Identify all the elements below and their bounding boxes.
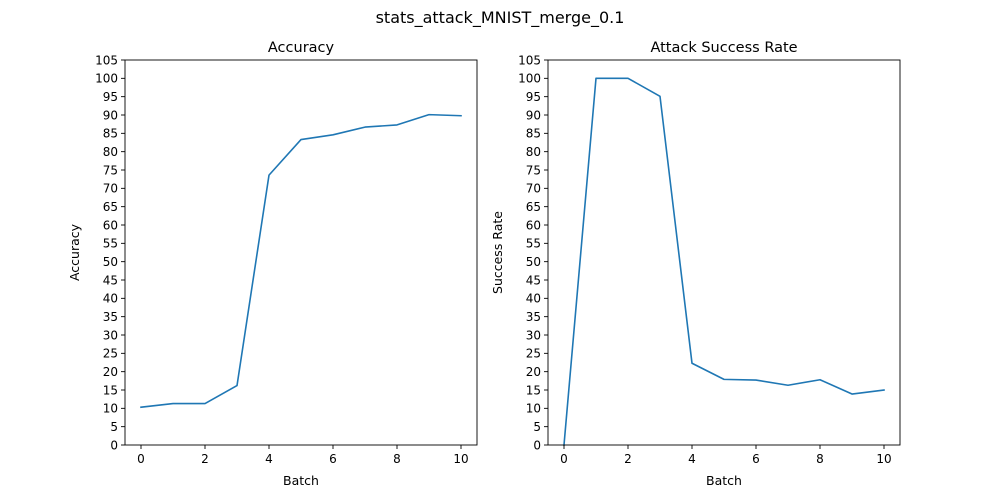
y-tick-label: 35 <box>103 310 118 324</box>
y-tick-label: 85 <box>103 127 118 141</box>
y-tick-label: 75 <box>103 163 118 177</box>
x-axis-label: Batch <box>283 473 319 488</box>
series-line-0 <box>140 113 462 409</box>
y-tick-label: 60 <box>526 218 541 232</box>
y-tick-label: 65 <box>103 200 118 214</box>
y-tick-label: 30 <box>526 328 541 342</box>
y-tick-label: 70 <box>526 182 541 196</box>
y-tick-label: 70 <box>103 182 118 196</box>
y-tick-label: 5 <box>110 420 118 434</box>
x-tick-label: 6 <box>329 452 337 466</box>
y-tick-label: 105 <box>95 53 118 67</box>
subplot-title: Accuracy <box>268 40 335 56</box>
x-tick-label: 0 <box>137 452 145 466</box>
y-tick-label: 95 <box>526 90 541 104</box>
y-tick-label: 20 <box>526 365 541 379</box>
x-tick-label: 10 <box>453 452 468 466</box>
subplot-0: 0 2 4 6 8 10051015202530354045505560657075808… <box>67 40 478 488</box>
y-axis-label: Accuracy <box>67 223 82 281</box>
y-tick-label: 0 <box>533 438 541 452</box>
y-tick-label: 15 <box>526 383 541 397</box>
x-tick-label: 4 <box>688 452 696 466</box>
y-tick-label: 85 <box>526 127 541 141</box>
figure-suptitle: stats_attack_MNIST_merge_0.1 <box>376 8 625 28</box>
y-tick-label: 20 <box>103 365 118 379</box>
x-tick-label: 8 <box>393 452 401 466</box>
y-tick-label: 55 <box>526 237 541 251</box>
y-tick-label: 65 <box>526 200 541 214</box>
x-tick-label: 2 <box>201 452 209 466</box>
y-tick-label: 60 <box>103 218 118 232</box>
y-tick-label: 75 <box>526 163 541 177</box>
y-tick-label: 90 <box>526 108 541 122</box>
y-tick-label: 100 <box>518 72 541 86</box>
y-tick-label: 35 <box>526 310 541 324</box>
x-tick-label: 2 <box>624 452 632 466</box>
y-tick-label: 10 <box>526 402 541 416</box>
y-tick-label: 80 <box>526 145 541 159</box>
y-tick-label: 45 <box>526 273 541 287</box>
y-tick-label: 25 <box>103 347 118 361</box>
x-tick-label: 4 <box>265 452 273 466</box>
x-tick-label: 8 <box>816 452 824 466</box>
y-tick-label: 15 <box>103 383 118 397</box>
x-tick-label: 6 <box>752 452 760 466</box>
y-axis-label: Success Rate <box>490 211 505 294</box>
y-tick-label: 80 <box>103 145 118 159</box>
y-tick-label: 0 <box>110 438 118 452</box>
y-tick-label: 10 <box>103 402 118 416</box>
subplots: 0 2 4 6 8 10051015202530354045505560657075808… <box>67 40 901 488</box>
y-tick-label: 50 <box>103 255 118 269</box>
subplot-1: 0 2 4 6 8 10051015202530354045505560657075808… <box>490 40 901 488</box>
x-axis-label: Batch <box>706 473 742 488</box>
y-tick-label: 55 <box>103 237 118 251</box>
y-tick-label: 5 <box>533 420 541 434</box>
x-tick-label: 10 <box>876 452 891 466</box>
axes-frame <box>124 59 478 446</box>
axes-frame <box>547 59 901 446</box>
y-tick-label: 105 <box>518 53 541 67</box>
y-tick-label: 25 <box>526 347 541 361</box>
y-tick-label: 40 <box>103 292 118 306</box>
y-tick-label: 95 <box>103 90 118 104</box>
y-tick-label: 40 <box>526 292 541 306</box>
y-tick-label: 100 <box>95 72 118 86</box>
y-tick-label: 90 <box>103 108 118 122</box>
y-tick-label: 30 <box>103 328 118 342</box>
series-line-0 <box>563 77 885 446</box>
y-tick-label: 50 <box>526 255 541 269</box>
y-tick-label: 45 <box>103 273 118 287</box>
x-tick-label: 0 <box>560 452 568 466</box>
subplot-title: Attack Success Rate <box>650 40 797 56</box>
